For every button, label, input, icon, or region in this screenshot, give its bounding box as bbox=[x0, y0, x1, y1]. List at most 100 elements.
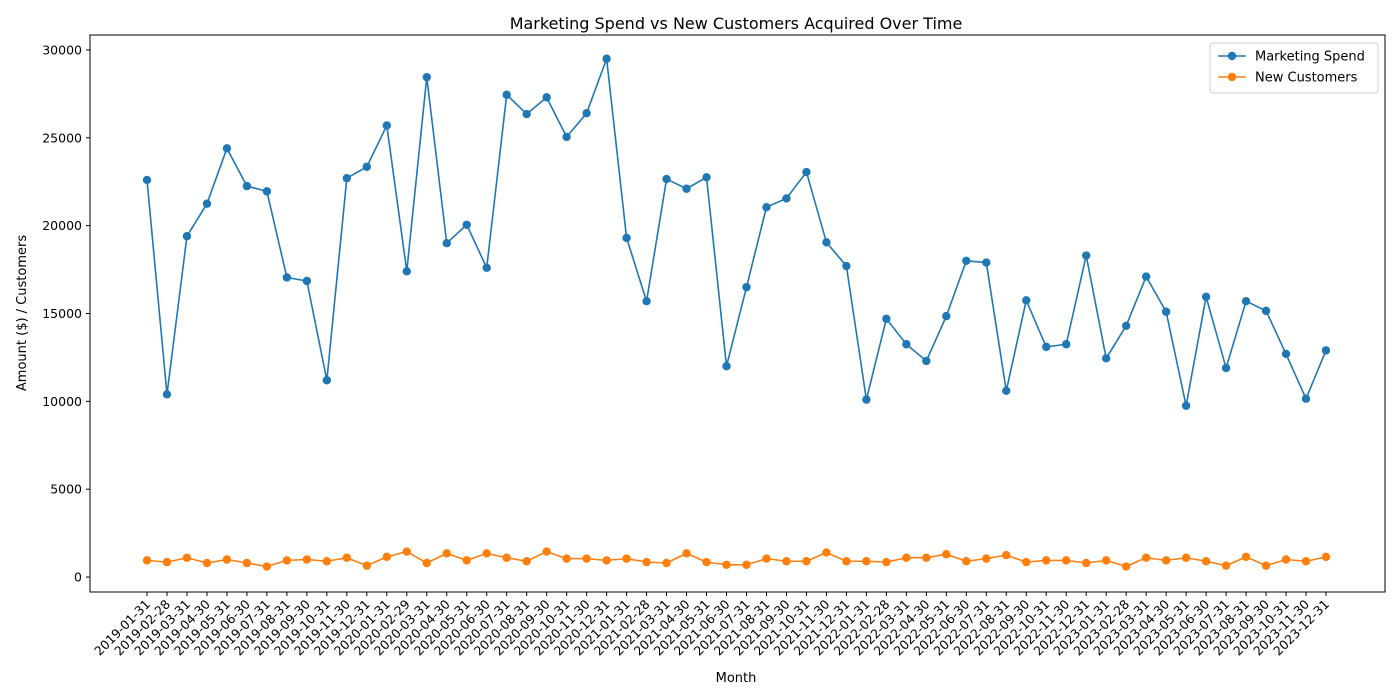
data-point bbox=[702, 173, 711, 182]
data-point bbox=[322, 557, 332, 566]
data-point bbox=[942, 311, 951, 321]
data-point bbox=[722, 362, 731, 371]
data-point bbox=[242, 181, 252, 191]
data-point bbox=[802, 557, 811, 566]
data-point bbox=[682, 184, 691, 193]
data-point bbox=[182, 553, 192, 562]
series-layer bbox=[142, 54, 1331, 571]
data-point bbox=[302, 555, 312, 564]
data-point bbox=[1261, 561, 1271, 570]
data-point bbox=[462, 220, 471, 229]
data-point bbox=[402, 267, 411, 276]
data-point bbox=[502, 90, 511, 99]
data-point bbox=[842, 261, 851, 271]
data-point bbox=[1141, 272, 1151, 281]
data-point bbox=[302, 276, 312, 286]
data-point bbox=[1042, 556, 1051, 565]
data-point bbox=[1201, 292, 1211, 302]
data-point bbox=[502, 553, 511, 562]
chart-title: Marketing Spend vs New Customers Acquire… bbox=[510, 14, 963, 33]
data-point bbox=[1042, 342, 1051, 352]
data-point bbox=[902, 553, 911, 562]
data-point bbox=[802, 167, 811, 177]
data-point bbox=[1082, 558, 1091, 568]
series-line bbox=[146, 57, 1327, 407]
data-point bbox=[882, 314, 891, 323]
x-axis-label: Month bbox=[716, 671, 757, 686]
data-point bbox=[282, 556, 292, 565]
data-point bbox=[902, 340, 911, 349]
legend-label: Marketing Spend bbox=[1255, 50, 1365, 65]
data-point bbox=[1161, 556, 1171, 565]
data-point bbox=[382, 552, 391, 562]
y-tick-label: 15000 bbox=[42, 306, 82, 321]
data-point bbox=[602, 54, 611, 63]
y-tick-label: 5000 bbox=[50, 482, 82, 497]
data-point bbox=[1121, 562, 1131, 571]
data-point bbox=[1181, 553, 1191, 562]
data-point bbox=[702, 557, 711, 567]
data-point bbox=[1141, 553, 1151, 562]
data-point bbox=[482, 549, 491, 558]
data-point bbox=[262, 187, 272, 196]
legend: Marketing Spend New Customers bbox=[1209, 42, 1379, 94]
x-axis: 2019-01-312019-02-282019-03-312019-04-30… bbox=[91, 592, 1332, 658]
data-point bbox=[1221, 561, 1231, 570]
data-point bbox=[782, 557, 791, 566]
data-point bbox=[642, 557, 651, 567]
data-point bbox=[542, 547, 551, 556]
data-point bbox=[1241, 297, 1251, 306]
data-point bbox=[602, 556, 611, 565]
data-point bbox=[522, 557, 531, 566]
data-point bbox=[342, 553, 352, 562]
data-point bbox=[582, 108, 591, 118]
data-point bbox=[1241, 552, 1251, 562]
data-point bbox=[622, 554, 631, 563]
data-point bbox=[662, 174, 671, 184]
data-point bbox=[1002, 386, 1011, 396]
data-point bbox=[562, 132, 571, 142]
data-point bbox=[322, 376, 332, 385]
data-point bbox=[362, 561, 372, 570]
data-point bbox=[922, 356, 931, 366]
legend-entry: New Customers bbox=[1218, 71, 1358, 86]
data-point bbox=[1261, 306, 1271, 316]
data-point bbox=[642, 297, 651, 306]
data-point bbox=[1022, 296, 1031, 305]
data-point bbox=[682, 549, 691, 558]
data-point bbox=[242, 558, 252, 568]
data-point bbox=[882, 557, 891, 567]
data-point bbox=[282, 273, 292, 282]
data-point bbox=[542, 93, 551, 102]
data-point bbox=[1321, 552, 1331, 562]
data-point bbox=[962, 557, 971, 566]
legend-marker bbox=[1227, 72, 1237, 82]
legend-marker bbox=[1227, 51, 1237, 61]
data-point bbox=[262, 562, 272, 571]
data-point bbox=[422, 72, 431, 82]
data-point bbox=[1201, 557, 1211, 566]
data-point bbox=[862, 557, 871, 566]
data-point bbox=[742, 282, 751, 292]
data-point bbox=[162, 390, 172, 399]
data-point bbox=[762, 554, 771, 563]
data-point bbox=[1221, 363, 1231, 373]
data-point bbox=[1121, 321, 1131, 330]
data-point bbox=[1301, 394, 1311, 403]
data-point bbox=[622, 233, 631, 243]
data-point bbox=[442, 549, 451, 558]
data-point bbox=[742, 560, 751, 569]
data-point bbox=[1161, 307, 1171, 316]
data-point bbox=[1101, 556, 1111, 565]
data-point bbox=[342, 174, 352, 183]
data-point bbox=[202, 558, 212, 568]
legend-box bbox=[1209, 42, 1379, 94]
data-point bbox=[942, 550, 951, 559]
legend-entry: Marketing Spend bbox=[1218, 50, 1365, 65]
data-point bbox=[1082, 251, 1091, 260]
data-point bbox=[162, 557, 172, 567]
data-point bbox=[1101, 354, 1111, 363]
data-point bbox=[1062, 556, 1071, 565]
